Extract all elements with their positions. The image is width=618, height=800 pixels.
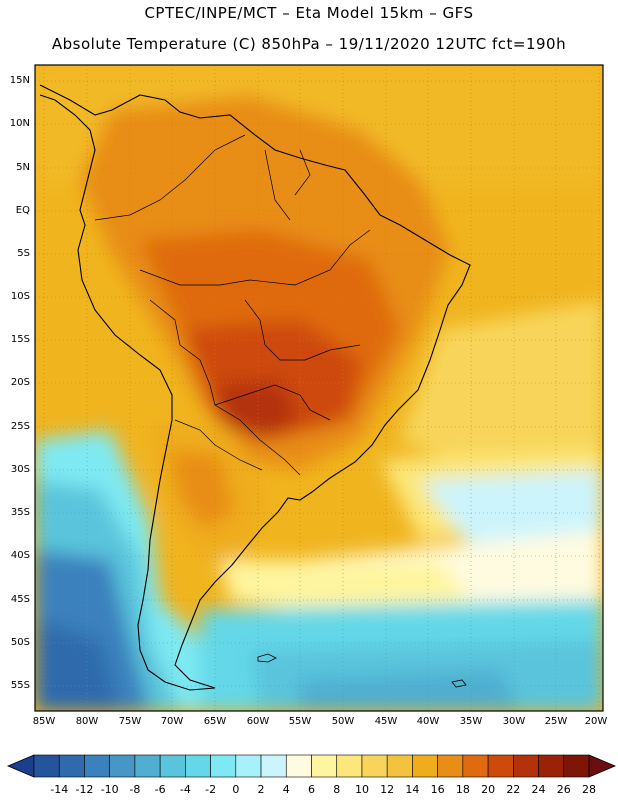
temperature-field bbox=[35, 65, 603, 711]
colorbar-swatch bbox=[412, 754, 438, 778]
lon-label: 35W bbox=[459, 716, 483, 727]
colorbar-label: 4 bbox=[282, 783, 290, 796]
colorbar-label: -6 bbox=[154, 783, 166, 796]
colorbar-swatch bbox=[361, 754, 388, 778]
lat-label: 10N bbox=[9, 118, 30, 129]
colorbar-label: 12 bbox=[380, 783, 395, 796]
colorbar-label: 14 bbox=[405, 783, 420, 796]
lat-label: 30S bbox=[10, 464, 30, 475]
colorbar bbox=[6, 754, 617, 778]
colorbar-swatch bbox=[386, 754, 413, 778]
lon-label: 55W bbox=[288, 716, 312, 727]
colorbar-label: -10 bbox=[100, 783, 119, 796]
colorbar-label: 2 bbox=[257, 783, 265, 796]
lon-label: 60W bbox=[246, 716, 270, 727]
lat-label: EQ bbox=[15, 205, 30, 216]
colorbar-swatch bbox=[134, 754, 161, 778]
lon-label: 30W bbox=[502, 716, 526, 727]
lat-label: 5S bbox=[17, 248, 30, 259]
lat-label: 50S bbox=[10, 637, 30, 648]
lat-label: 5N bbox=[16, 162, 30, 173]
map-title-line2: Absolute Temperature (C) 850hPa – 19/11/… bbox=[51, 35, 567, 53]
colorbar-swatch bbox=[109, 754, 136, 778]
lon-label: 70W bbox=[160, 716, 184, 727]
colorbar-swatch bbox=[563, 754, 590, 778]
lat-label: 45S bbox=[10, 594, 30, 605]
colorbar-swatch bbox=[538, 754, 565, 778]
colorbar-swatch bbox=[33, 754, 60, 778]
lat-label: 10S bbox=[10, 291, 30, 302]
lat-label: 15S bbox=[10, 334, 30, 345]
colorbar-label: 18 bbox=[455, 783, 470, 796]
colorbar-swatch bbox=[437, 754, 464, 778]
colorbar-swatch bbox=[235, 754, 262, 778]
lon-label: 85W bbox=[32, 716, 56, 727]
colorbar-swatch bbox=[84, 754, 110, 778]
lat-label: 20S bbox=[10, 377, 30, 388]
colorbar-label: 26 bbox=[556, 783, 571, 796]
graticule bbox=[35, 65, 603, 711]
lat-label: 25S bbox=[10, 421, 30, 432]
colorbar-swatch bbox=[185, 754, 211, 778]
colorbar-min-arrow bbox=[6, 754, 35, 778]
lat-label: 55S bbox=[10, 680, 30, 691]
colorbar-swatch bbox=[487, 754, 514, 778]
colorbar-swatch bbox=[462, 754, 489, 778]
colorbar-label: 6 bbox=[308, 783, 315, 796]
lat-label: 40S bbox=[10, 550, 30, 561]
lon-label: 80W bbox=[75, 716, 99, 727]
colorbar-swatch bbox=[285, 754, 312, 778]
colorbar-swatch bbox=[159, 754, 186, 778]
colorbar-swatch bbox=[210, 754, 237, 778]
colorbar-swatch bbox=[513, 754, 539, 778]
colorbar-swatch bbox=[260, 754, 287, 778]
lon-label: 40W bbox=[416, 716, 440, 727]
lon-label: 65W bbox=[203, 716, 227, 727]
map-title-line1: CPTEC/INPE/MCT – Eta Model 15km – GFS bbox=[144, 4, 474, 22]
colorbar-label: -4 bbox=[179, 783, 191, 796]
colorbar-label: -14 bbox=[50, 783, 69, 796]
colorbar-swatch bbox=[58, 754, 85, 778]
map-frame bbox=[34, 64, 604, 712]
colorbar-label: -12 bbox=[75, 783, 94, 796]
colorbar-label: 22 bbox=[506, 783, 521, 796]
colorbar-label: 10 bbox=[354, 783, 369, 796]
lon-label: 45W bbox=[374, 716, 398, 727]
colorbar-label: -2 bbox=[205, 783, 217, 796]
lon-label: 75W bbox=[118, 716, 142, 727]
colorbar-swatch bbox=[336, 754, 363, 778]
lon-label: 25W bbox=[544, 716, 568, 727]
colorbar-label: 28 bbox=[582, 783, 596, 796]
colorbar-label: 0 bbox=[232, 783, 240, 796]
lat-label: 35S bbox=[10, 507, 30, 518]
south-america-coastline bbox=[39, 84, 471, 691]
country-borders bbox=[94, 134, 371, 476]
lon-label: 50W bbox=[331, 716, 355, 727]
colorbar-label: -8 bbox=[129, 783, 141, 796]
colorbar-label: 8 bbox=[333, 783, 341, 796]
colorbar-label: 16 bbox=[430, 783, 445, 796]
colorbar-label: 24 bbox=[531, 783, 546, 796]
colorbar-max-arrow bbox=[588, 754, 617, 778]
colorbar-swatch bbox=[311, 754, 338, 778]
colorbar-label: 20 bbox=[481, 783, 496, 796]
lon-label: 20W bbox=[584, 716, 608, 727]
lat-label: 15N bbox=[9, 75, 30, 86]
